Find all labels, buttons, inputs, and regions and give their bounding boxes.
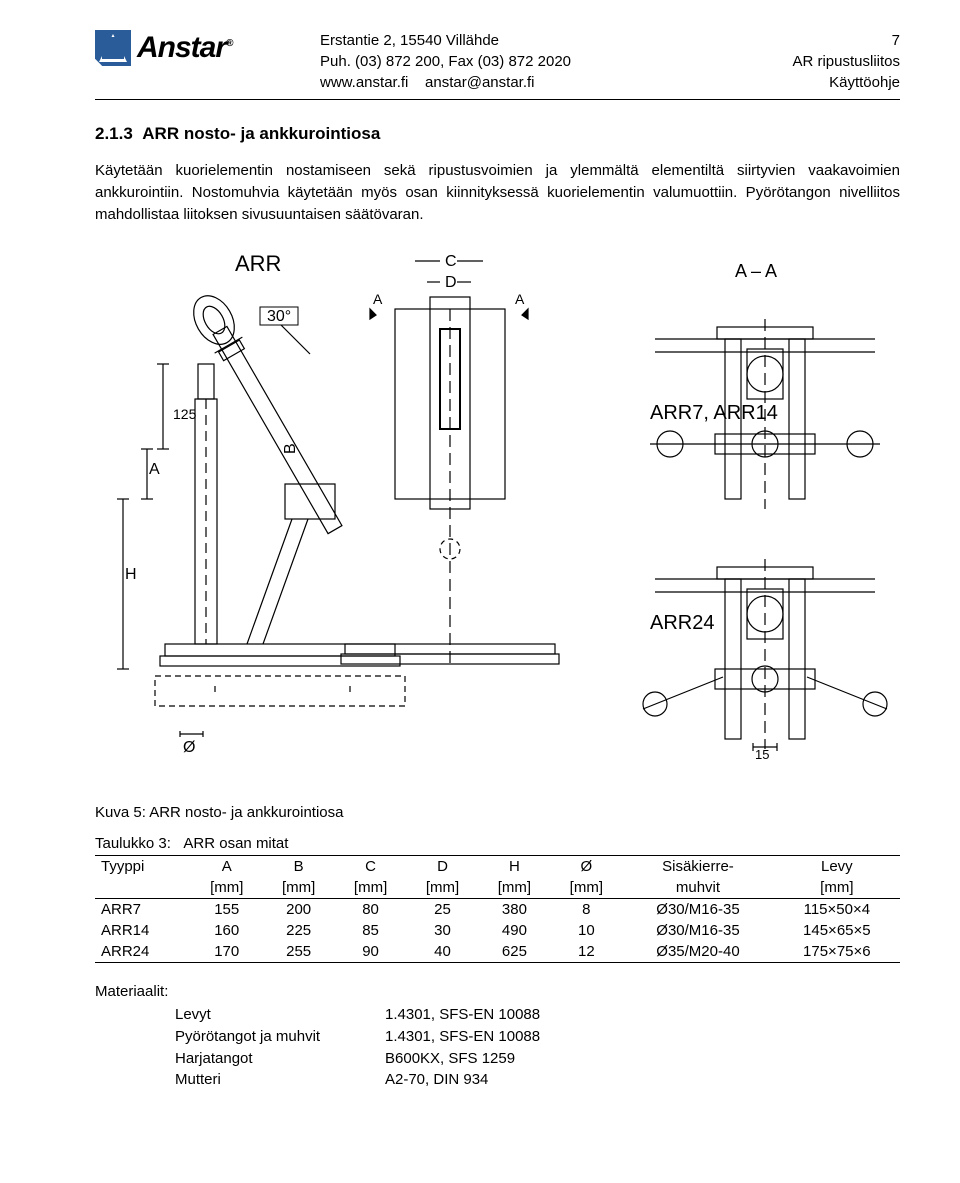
table-cell: Ø30/M16-35: [622, 920, 773, 941]
table-row: ARR14160225853049010Ø30/M16-35145×65×5: [95, 920, 900, 941]
table-cell: 145×65×5: [774, 920, 900, 941]
svg-text:A: A: [373, 291, 383, 307]
table-title: Taulukko 3: ARR osan mitat: [95, 835, 900, 852]
col-O: Ø: [550, 856, 622, 878]
material-row: Pyörötangot ja muhvit1.4301, SFS-EN 1008…: [95, 1026, 900, 1048]
svg-text:ARR7, ARR14: ARR7, ARR14: [650, 402, 778, 424]
table-cell: 490: [478, 920, 550, 941]
material-name: Harjatangot: [95, 1048, 385, 1070]
svg-text:C: C: [445, 253, 457, 270]
table-cell: Ø30/M16-35: [622, 899, 773, 921]
website: www.anstar.fi: [320, 74, 408, 91]
table-cell: 255: [263, 941, 335, 963]
table-cell: ARR24: [95, 941, 191, 963]
doc-title-2: Käyttöohje: [700, 72, 900, 93]
table-cell: ARR7: [95, 899, 191, 921]
table-cell: 30: [407, 920, 479, 941]
header-right: 7 AR ripustusliitos Käyttöohje: [700, 30, 900, 93]
table-cell: 200: [263, 899, 335, 921]
col-thread: Sisäkierre-: [622, 856, 773, 878]
materials-heading: Materiaalit:: [95, 981, 900, 1003]
header-center: Erstantie 2, 15540 Villähde Puh. (03) 87…: [320, 30, 675, 93]
table-row: ARR715520080253808Ø30/M16-35115×50×4: [95, 899, 900, 921]
table-body: ARR715520080253808Ø30/M16-35115×50×4ARR1…: [95, 899, 900, 963]
table-cell: 40: [407, 941, 479, 963]
svg-text:A: A: [515, 291, 525, 307]
material-row: HarjatangotB600KX, SFS 1259: [95, 1048, 900, 1070]
figure-caption: Kuva 5: ARR nosto- ja ankkurointiosa: [95, 804, 900, 821]
email: anstar@anstar.fi: [425, 74, 534, 91]
table-cell: 10: [550, 920, 622, 941]
material-row: Levyt1.4301, SFS-EN 10088: [95, 1004, 900, 1026]
table-cell: 12: [550, 941, 622, 963]
svg-text:ARR: ARR: [235, 251, 281, 276]
col-C: C: [335, 856, 407, 878]
svg-text:D: D: [445, 274, 457, 291]
table-cell: 175×75×6: [774, 941, 900, 963]
svg-text:30°: 30°: [267, 308, 291, 325]
table-cell: 160: [191, 920, 263, 941]
table-cell: 115×50×4: [774, 899, 900, 921]
material-spec: B600KX, SFS 1259: [385, 1048, 515, 1070]
dimension-table: Tyyppi A B C D H Ø Sisäkierre- Levy [mm]…: [95, 855, 900, 963]
svg-text:A – A: A – A: [735, 261, 777, 281]
page-header: Anstar® Erstantie 2, 15540 Villähde Puh.…: [95, 30, 900, 93]
material-name: Mutteri: [95, 1069, 385, 1091]
page-number: 7: [700, 30, 900, 51]
phone: Puh. (03) 872 200, Fax (03) 872 2020: [320, 51, 675, 72]
table-cell: 8: [550, 899, 622, 921]
table-cell: ARR14: [95, 920, 191, 941]
table-cell: 85: [335, 920, 407, 941]
logo-text: Anstar®: [137, 31, 232, 65]
material-name: Pyörötangot ja muhvit: [95, 1026, 385, 1048]
address: Erstantie 2, 15540 Villähde: [320, 30, 675, 51]
col-B: B: [263, 856, 335, 878]
table-cell: 170: [191, 941, 263, 963]
table-cell: 25: [407, 899, 479, 921]
table-cell: 625: [478, 941, 550, 963]
material-spec: 1.4301, SFS-EN 10088: [385, 1026, 540, 1048]
table-cell: Ø35/M20-40: [622, 941, 773, 963]
material-name: Levyt: [95, 1004, 385, 1026]
col-D: D: [407, 856, 479, 878]
svg-text:125: 125: [173, 406, 197, 422]
svg-text:Ø: Ø: [183, 739, 195, 756]
materials-block: Materiaalit: Levyt1.4301, SFS-EN 10088Py…: [95, 981, 900, 1091]
material-spec: A2-70, DIN 934: [385, 1069, 488, 1091]
table-cell: 380: [478, 899, 550, 921]
doc-title-1: AR ripustusliitos: [700, 51, 900, 72]
section-paragraph: Käytetään kuorielementin nostamiseen sek…: [95, 160, 900, 225]
material-row: MutteriA2-70, DIN 934: [95, 1069, 900, 1091]
table-cell: 155: [191, 899, 263, 921]
svg-text:15: 15: [755, 747, 769, 762]
svg-text:A: A: [149, 461, 160, 478]
col-plate: Levy: [774, 856, 900, 878]
logo: Anstar®: [95, 30, 295, 66]
section-heading: 2.1.3 ARR nosto- ja ankkurointiosa: [95, 124, 900, 144]
technical-figure: ARR Ø: [95, 249, 900, 792]
col-type: Tyyppi: [95, 856, 191, 878]
col-H: H: [478, 856, 550, 878]
material-spec: 1.4301, SFS-EN 10088: [385, 1004, 540, 1026]
header-rule: [95, 99, 900, 100]
svg-text:H: H: [125, 566, 137, 583]
svg-text:B: B: [282, 444, 299, 455]
col-A: A: [191, 856, 263, 878]
table-cell: 225: [263, 920, 335, 941]
table-row: ARR24170255904062512Ø35/M20-40175×75×6: [95, 941, 900, 963]
logo-mark-icon: [95, 30, 131, 66]
svg-text:ARR24: ARR24: [650, 612, 714, 634]
table-cell: 90: [335, 941, 407, 963]
diagram-svg: ARR Ø: [95, 249, 895, 789]
table-cell: 80: [335, 899, 407, 921]
